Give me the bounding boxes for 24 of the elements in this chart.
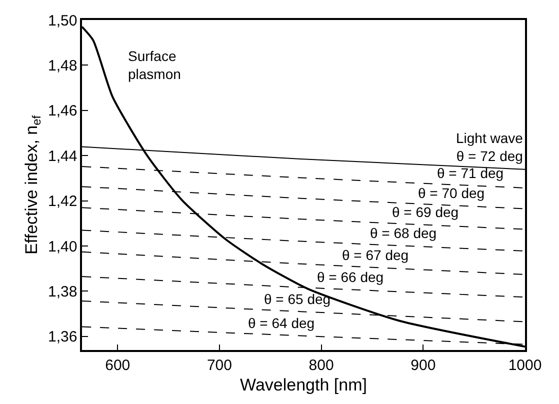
annotation: θ = 65 deg bbox=[264, 291, 331, 307]
y-tick-label: 1,42 bbox=[48, 193, 78, 210]
x-tick-label: 700 bbox=[206, 356, 232, 374]
y-tick-label: 1,44 bbox=[48, 148, 78, 165]
y-tick-label: 1,48 bbox=[48, 57, 78, 74]
x-axis-title: Wavelength [nm] bbox=[240, 376, 367, 395]
y-tick-label: 1,36 bbox=[48, 328, 78, 346]
x-tick-label: 600 bbox=[105, 356, 130, 374]
y-tick-label: 1,46 bbox=[48, 102, 78, 120]
annotation: θ = 67 deg bbox=[342, 247, 409, 263]
y-tick-label: 1,38 bbox=[48, 283, 78, 300]
annotation: θ = 71 deg bbox=[437, 165, 504, 181]
annotation: θ = 70 deg bbox=[418, 185, 485, 201]
y-tick-label: 1,50 bbox=[48, 12, 78, 30]
x-tick-label: 1000 bbox=[508, 356, 542, 374]
annotation: θ = 69 deg bbox=[392, 204, 459, 220]
annotation: θ = 64 deg bbox=[248, 315, 315, 331]
annotation: θ = 68 deg bbox=[370, 225, 437, 241]
x-tick-label: 900 bbox=[410, 356, 436, 374]
x-tick-label: 800 bbox=[308, 356, 334, 374]
annotation: θ = 66 deg bbox=[317, 269, 384, 285]
y-tick-label: 1,40 bbox=[48, 238, 78, 256]
annotation: Surface plasmon bbox=[128, 48, 181, 82]
annotation: Light wave θ = 72 deg bbox=[456, 130, 524, 164]
